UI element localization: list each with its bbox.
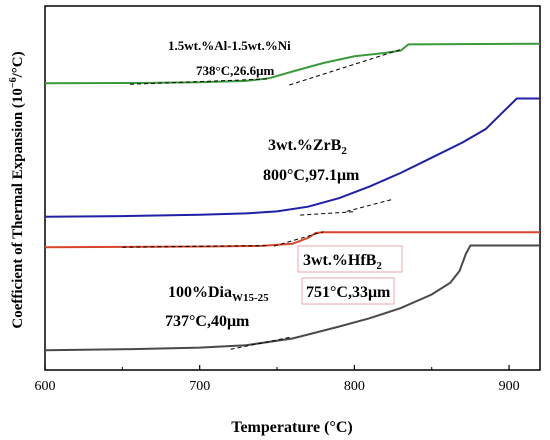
annotation-zrb2-main: 3wt.%ZrB — [268, 137, 342, 154]
y-axis-label-sup: −6 — [8, 77, 19, 88]
tangent-line-6 — [273, 231, 324, 247]
annotation-dia-main: 100%Dia — [168, 284, 232, 301]
annotation-zrb2-name: 3wt.%ZrB2 — [268, 137, 347, 157]
annotation-zrb2-sub: 2 — [341, 145, 347, 157]
x-tick-label-700: 700 — [189, 379, 210, 394]
annotation-hfb2-value-box — [301, 277, 395, 305]
y-axis-label: Coefficient of Thermal Expansion (10−6/°… — [8, 51, 26, 328]
annotation-zrb2-value: 800°C,97.1μm — [263, 167, 360, 184]
annotation-dia-sub: W15-25 — [232, 292, 269, 304]
x-tick-label-800: 800 — [344, 379, 365, 394]
tangent-line-7 — [230, 336, 293, 350]
tangent-line-1 — [130, 78, 270, 85]
annotation-alni-value: 738°C,26.6μm — [196, 63, 274, 78]
tick-layer: 600 700 800 900 — [35, 365, 520, 394]
tangent-layer — [122, 49, 401, 350]
annotation-hfb2-main: 3wt.%HfB — [303, 252, 377, 269]
annotation-hfb2-value: 751°C,33μm — [306, 284, 391, 301]
tangent-line-3 — [300, 211, 355, 216]
series-line-3 — [44, 231, 540, 249]
annotation-hfb2-box — [297, 245, 403, 273]
y-axis-label-unit: /°C) — [10, 51, 26, 78]
series-line-4 — [44, 244, 540, 352]
annotation-hfb2-name: 3wt.%HfB2 — [303, 252, 382, 272]
tangent-line-4 — [346, 198, 394, 212]
annotation-dia-value: 737°C,40μm — [165, 313, 250, 330]
x-axis-label: Temperature (°C) — [231, 419, 352, 436]
tangent-line-5 — [122, 245, 270, 248]
tangent-line-2 — [289, 49, 401, 86]
annotation-hfb2-sub: 2 — [376, 260, 382, 272]
series-line-1 — [44, 42, 541, 85]
annotation-dia-name: 100%DiaW15-25 — [168, 284, 269, 304]
series-line-2 — [44, 97, 540, 218]
annotation-alni-name: 1.5wt.%Al-1.5wt.%Ni — [168, 38, 291, 53]
x-tick-label-900: 900 — [499, 379, 520, 394]
plot-frame — [44, 5, 541, 371]
series-layer — [44, 42, 541, 352]
y-axis-label-main: Coefficient of Thermal Expansion (10 — [10, 88, 26, 329]
x-tick-label-600: 600 — [35, 379, 56, 394]
